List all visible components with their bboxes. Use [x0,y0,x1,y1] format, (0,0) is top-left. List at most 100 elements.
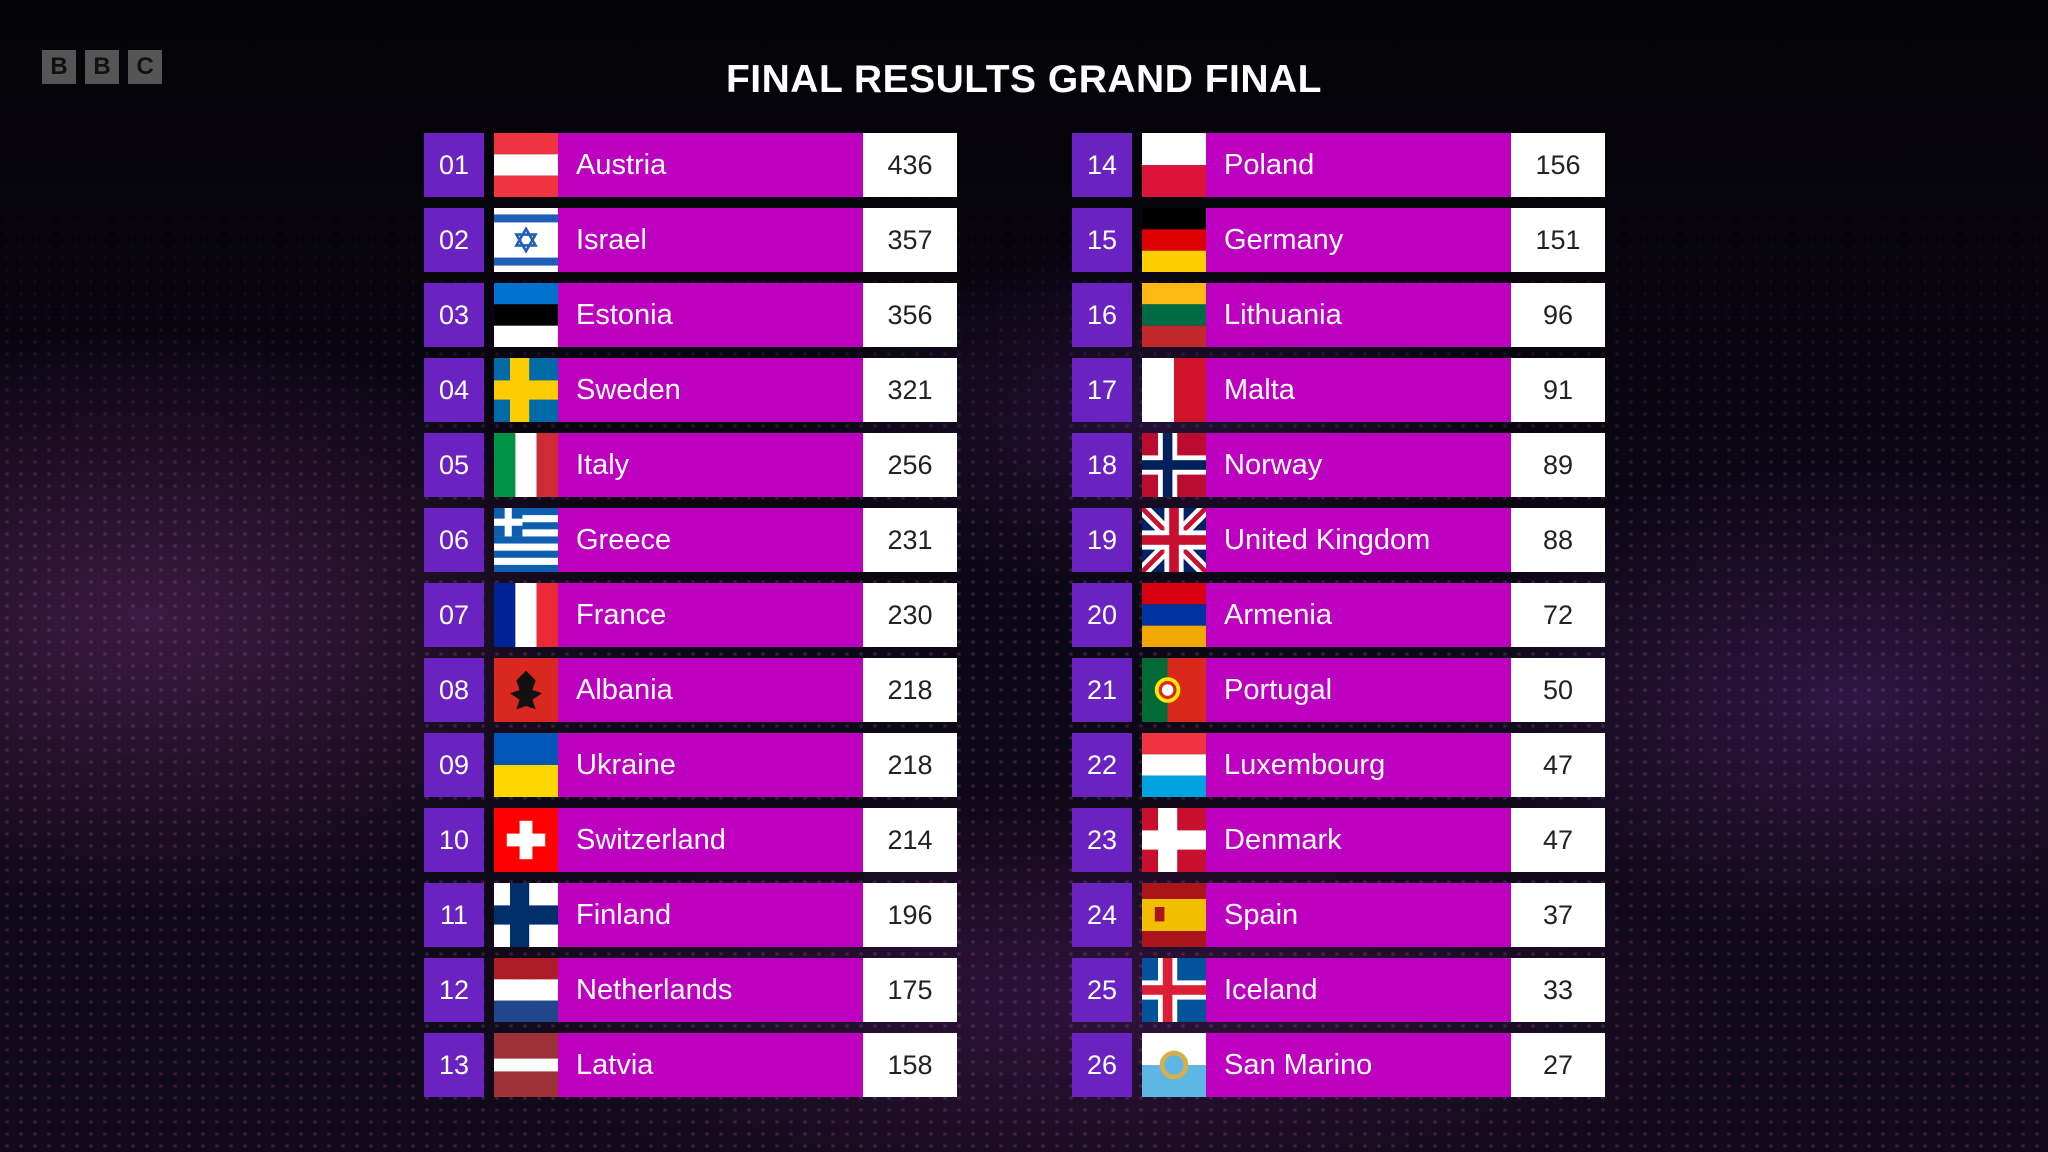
result-row: 19 United Kingdom 88 [1072,508,1605,572]
result-row: 26 San Marino 27 [1072,1033,1605,1097]
points-value: 256 [863,433,957,497]
flag-fr-icon [494,583,558,647]
points-value: 196 [863,883,957,947]
flag-ee-icon [494,283,558,347]
country-name: Portugal [1206,658,1511,722]
country-name: United Kingdom [1206,508,1511,572]
rank-badge: 04 [424,358,484,422]
flag-lt-icon [1142,283,1206,347]
result-row: 10 Switzerland 214 [424,808,957,872]
rank-badge: 23 [1072,808,1132,872]
flag-al-icon [494,658,558,722]
country-name: France [558,583,863,647]
result-row: 02 Israel 357 [424,208,957,272]
flag-il-icon [494,208,558,272]
rank-badge: 13 [424,1033,484,1097]
flag-no-icon [1142,433,1206,497]
country-name: Finland [558,883,863,947]
flag-fi-icon [494,883,558,947]
page-title: FINAL RESULTS GRAND FINAL [725,58,1323,101]
points-value: 356 [863,283,957,347]
result-row: 03 Estonia 356 [424,283,957,347]
points-value: 88 [1511,508,1605,572]
flag-gr-icon [494,508,558,572]
rank-badge: 05 [424,433,484,497]
points-value: 151 [1511,208,1605,272]
flag-it-icon [494,433,558,497]
rank-badge: 26 [1072,1033,1132,1097]
result-row: 17 Malta 91 [1072,358,1605,422]
points-value: 231 [863,508,957,572]
flag-lu-icon [1142,733,1206,797]
rank-badge: 09 [424,733,484,797]
result-row: 15 Germany 151 [1072,208,1605,272]
points-value: 321 [863,358,957,422]
rank-badge: 24 [1072,883,1132,947]
result-row: 07 France 230 [424,583,957,647]
points-value: 89 [1511,433,1605,497]
rank-badge: 01 [424,133,484,197]
points-value: 436 [863,133,957,197]
rank-badge: 15 [1072,208,1132,272]
rank-badge: 22 [1072,733,1132,797]
result-row: 08 Albania 218 [424,658,957,722]
flag-sm-icon [1142,1033,1206,1097]
points-value: 27 [1511,1033,1605,1097]
rank-badge: 17 [1072,358,1132,422]
flag-am-icon [1142,583,1206,647]
logo-letter-b2: B [85,50,119,84]
rank-badge: 16 [1072,283,1132,347]
country-name: Estonia [558,283,863,347]
points-value: 218 [863,658,957,722]
rank-badge: 02 [424,208,484,272]
points-value: 214 [863,808,957,872]
rank-badge: 25 [1072,958,1132,1022]
country-name: Albania [558,658,863,722]
flag-ua-icon [494,733,558,797]
country-name: San Marino [1206,1033,1511,1097]
country-name: Spain [1206,883,1511,947]
points-value: 47 [1511,733,1605,797]
points-value: 72 [1511,583,1605,647]
result-row: 11 Finland 196 [424,883,957,947]
result-row: 12 Netherlands 175 [424,958,957,1022]
points-value: 158 [863,1033,957,1097]
country-name: Norway [1206,433,1511,497]
points-value: 47 [1511,808,1605,872]
logo-letter-c: C [128,50,162,84]
country-name: Ukraine [558,733,863,797]
rank-badge: 21 [1072,658,1132,722]
result-row: 25 Iceland 33 [1072,958,1605,1022]
result-row: 18 Norway 89 [1072,433,1605,497]
result-row: 20 Armenia 72 [1072,583,1605,647]
rank-badge: 12 [424,958,484,1022]
result-row: 24 Spain 37 [1072,883,1605,947]
country-name: Netherlands [558,958,863,1022]
flag-dk-icon [1142,808,1206,872]
flag-is-icon [1142,958,1206,1022]
country-name: Poland [1206,133,1511,197]
flag-es-icon [1142,883,1206,947]
country-name: Greece [558,508,863,572]
country-name: Iceland [1206,958,1511,1022]
rank-badge: 14 [1072,133,1132,197]
flag-pt-icon [1142,658,1206,722]
flag-at-icon [494,133,558,197]
result-row: 09 Ukraine 218 [424,733,957,797]
result-row: 06 Greece 231 [424,508,957,572]
rank-badge: 18 [1072,433,1132,497]
points-value: 218 [863,733,957,797]
rank-badge: 19 [1072,508,1132,572]
rank-badge: 11 [424,883,484,947]
flag-ch-icon [494,808,558,872]
points-value: 96 [1511,283,1605,347]
country-name: Lithuania [1206,283,1511,347]
points-value: 50 [1511,658,1605,722]
country-name: Israel [558,208,863,272]
country-name: Switzerland [558,808,863,872]
country-name: Latvia [558,1033,863,1097]
rank-badge: 08 [424,658,484,722]
points-value: 37 [1511,883,1605,947]
